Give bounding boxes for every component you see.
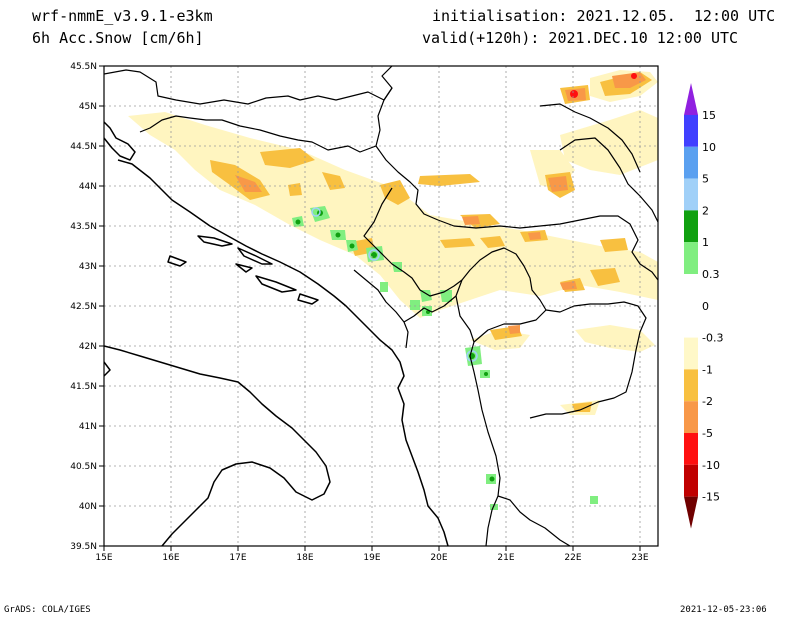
colorbar-label: -15 <box>702 491 720 504</box>
lon-label: 17E <box>229 553 246 563</box>
colorbar-label: 0 <box>702 300 709 313</box>
lat-label: 39.5N <box>70 542 97 552</box>
lat-label: 41N <box>79 422 97 432</box>
lon-label: 16E <box>162 553 179 563</box>
lon-label: 21E <box>497 553 514 563</box>
colorbar-label: -2 <box>702 395 713 408</box>
colorbar-label: 0.3 <box>702 268 720 281</box>
colorbar-segment <box>684 242 698 274</box>
colorbar-segment <box>684 210 698 243</box>
colorbar-segment <box>684 337 698 370</box>
colorbar-label: -0.3 <box>702 332 723 345</box>
lon-label: 20E <box>430 553 447 563</box>
colorbar-segment <box>684 401 698 433</box>
colorbar-segment <box>684 274 698 306</box>
lat-label: 40.5N <box>70 462 97 472</box>
init-time: initialisation: 2021.12.05. 12:00 UTC <box>432 7 776 25</box>
colorbar-segment <box>684 433 698 465</box>
country-borders <box>104 66 658 546</box>
valid-time: valid(+120h): 2021.DEC.10 12:00 UTC <box>422 29 739 47</box>
lat-lon-grid <box>104 66 658 546</box>
lat-label: 44.5N <box>70 142 97 152</box>
colorbar: 15 10 5 2 1 0.3 0 -0.3 -1 -2 -5 -10 -15 <box>684 83 723 529</box>
colorbar-segment <box>684 369 698 402</box>
lat-label: 45N <box>79 102 97 112</box>
colorbar-segment <box>684 305 698 338</box>
model-name: wrf-nmmE_v3.9.1-e3km <box>32 7 213 25</box>
lon-label: 23E <box>631 553 648 563</box>
colorbar-label: 15 <box>702 109 716 122</box>
colorbar-segment <box>684 146 698 179</box>
colorbar-label: 10 <box>702 141 716 154</box>
lat-label: 42N <box>79 342 97 352</box>
lon-label: 19E <box>363 553 380 563</box>
render-timestamp: 2021-12-05-23:06 <box>680 605 767 615</box>
lat-label: 40N <box>79 502 97 512</box>
colorbar-top-arrow <box>684 83 698 115</box>
colorbar-label: 1 <box>702 236 709 249</box>
snow-field <box>128 70 658 510</box>
lon-label: 15E <box>95 553 112 563</box>
field-name: 6h Acc.Snow [cm/6h] <box>32 29 204 47</box>
lat-label: 45.5N <box>70 62 97 72</box>
lat-label: 43.5N <box>70 222 97 232</box>
lat-label: 43N <box>79 262 97 272</box>
lon-label: 22E <box>564 553 581 563</box>
lon-label: 18E <box>296 553 313 563</box>
colorbar-segment <box>684 178 698 211</box>
colorbar-label: -5 <box>702 427 713 440</box>
lat-label: 44N <box>79 182 97 192</box>
colorbar-bottom-arrow <box>684 496 698 529</box>
grads-credit: GrADS: COLA/IGES <box>4 605 91 615</box>
coastlines <box>104 121 449 546</box>
colorbar-label: 5 <box>702 173 709 186</box>
colorbar-segment <box>684 115 698 147</box>
colorbar-label: -1 <box>702 363 713 376</box>
colorbar-label: 2 <box>702 204 709 217</box>
colorbar-segment <box>684 464 698 497</box>
lat-label: 42.5N <box>70 302 97 312</box>
lat-label: 41.5N <box>70 382 97 392</box>
colorbar-label: -10 <box>702 459 720 472</box>
